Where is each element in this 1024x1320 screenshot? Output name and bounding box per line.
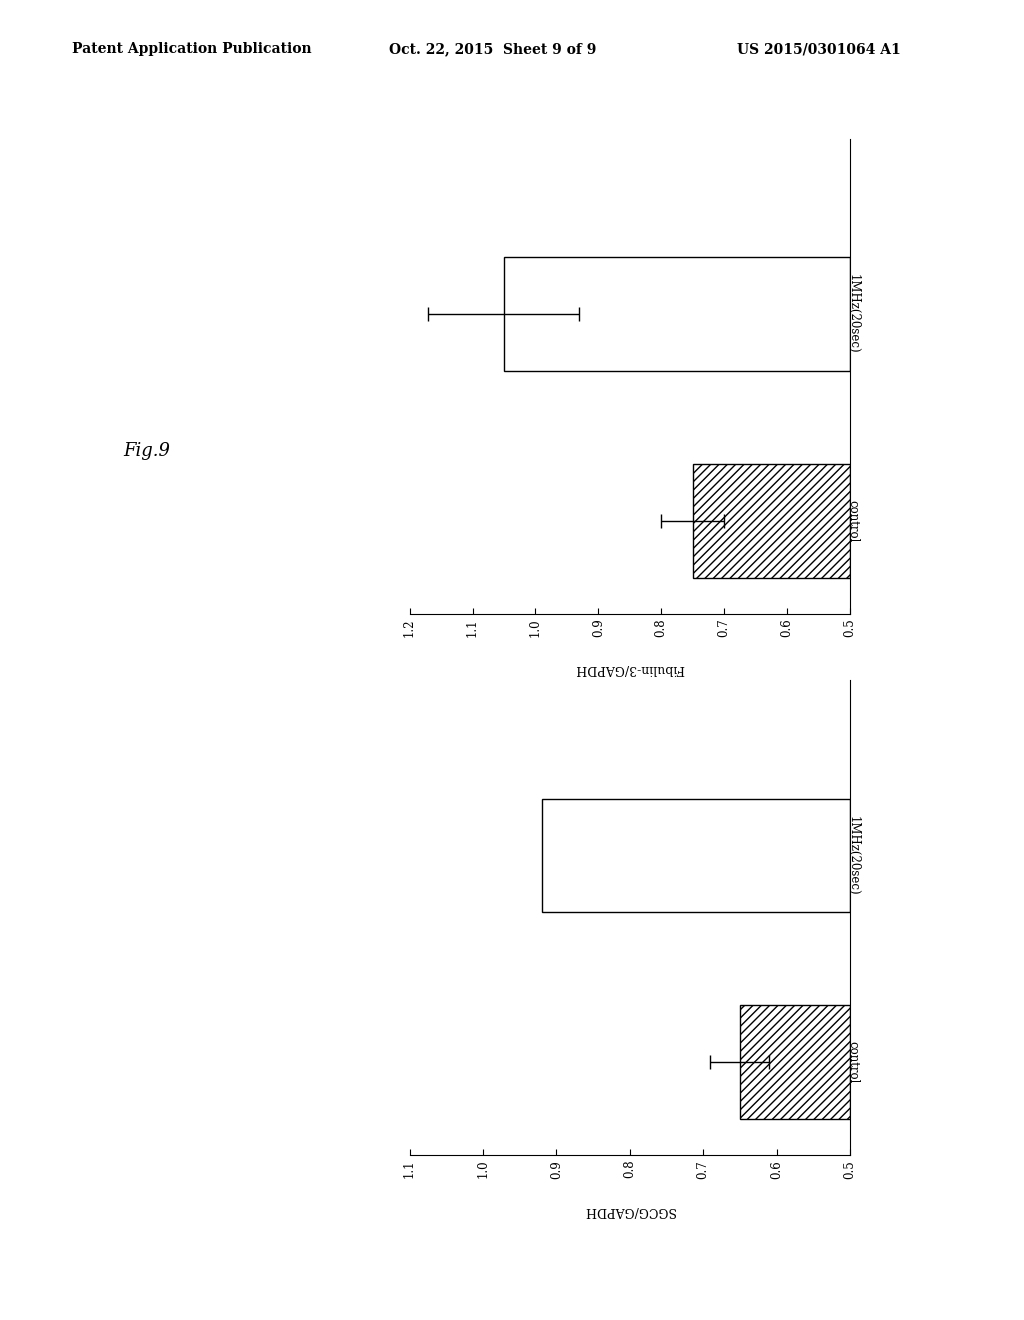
X-axis label: SGCG/GAPDH: SGCG/GAPDH (585, 1204, 675, 1217)
Bar (542, 799, 850, 912)
Text: Patent Application Publication: Patent Application Publication (72, 42, 311, 57)
Text: control: control (846, 1041, 859, 1084)
Text: control: control (847, 500, 860, 543)
Bar (692, 465, 850, 578)
Text: 1MHz(20sec): 1MHz(20sec) (846, 816, 859, 895)
Text: Fig.9: Fig.9 (123, 442, 170, 461)
X-axis label: Fibulin-3/GAPDH: Fibulin-3/GAPDH (574, 663, 685, 676)
Bar (504, 257, 850, 371)
Bar (739, 1006, 850, 1119)
Text: US 2015/0301064 A1: US 2015/0301064 A1 (737, 42, 901, 57)
Text: Oct. 22, 2015  Sheet 9 of 9: Oct. 22, 2015 Sheet 9 of 9 (389, 42, 597, 57)
Text: 1MHz(20sec): 1MHz(20sec) (847, 275, 860, 354)
